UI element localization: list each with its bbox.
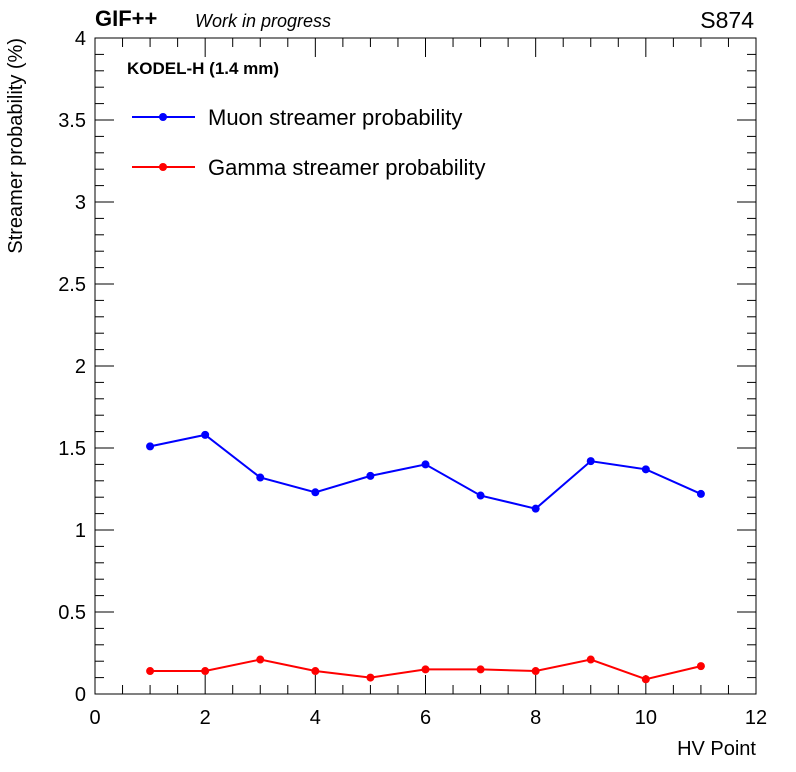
- data-point: [256, 473, 265, 482]
- data-point: [696, 489, 705, 498]
- y-tick-label: 0: [75, 684, 86, 706]
- data-point: [201, 667, 210, 676]
- data-point: [311, 488, 320, 497]
- brand-label: GIF++: [95, 6, 158, 31]
- data-point: [201, 430, 210, 439]
- y-tick-label: 4: [75, 28, 86, 50]
- y-tick-label: 3.5: [58, 110, 86, 132]
- detector-id-label: S874: [700, 7, 754, 33]
- data-point: [146, 667, 155, 676]
- legend-marker-0: [159, 113, 167, 121]
- x-tick-label: 12: [745, 707, 767, 729]
- data-point: [531, 504, 540, 513]
- data-point: [311, 667, 320, 676]
- data-point: [366, 673, 375, 682]
- series-line-0: [149, 433, 702, 510]
- data-point: [696, 662, 705, 671]
- x-tick-label: 6: [420, 707, 431, 729]
- data-point: [641, 465, 650, 474]
- x-tick-label: 4: [310, 707, 321, 729]
- y-tick-label: 3: [75, 192, 86, 214]
- x-tick-label: 0: [89, 707, 100, 729]
- legend-label-0: Muon streamer probability: [208, 105, 462, 130]
- y-tick-label: 0.5: [58, 602, 86, 624]
- data-point: [421, 460, 430, 469]
- x-tick-label: 8: [530, 707, 541, 729]
- data-point: [586, 457, 595, 466]
- data-point: [476, 665, 485, 674]
- legend: Muon streamer probability Gamma streamer …: [132, 105, 486, 180]
- data-point: [146, 442, 155, 451]
- data-point: [641, 675, 650, 684]
- data-point: [476, 491, 485, 500]
- series-group: [146, 430, 705, 684]
- data-point: [421, 665, 430, 674]
- y-tick-label: 1.5: [58, 438, 86, 460]
- y-tick-label: 1: [75, 520, 86, 542]
- y-tick-label: 2: [75, 356, 86, 378]
- legend-label-1: Gamma streamer probability: [208, 155, 486, 180]
- status-label: Work in progress: [195, 11, 332, 31]
- chart-subtitle: KODEL-H (1.4 mm): [127, 59, 280, 78]
- data-point: [531, 667, 540, 676]
- x-axis-title: HV Point: [677, 738, 756, 760]
- x-tick-label: 10: [635, 707, 657, 729]
- legend-marker-1: [159, 163, 167, 171]
- plot-frame: [94, 37, 757, 695]
- data-point: [366, 471, 375, 480]
- axes: 0 2 4 6 8 10 12 0 0.5 1 1.5 2 2.5 3 3.5 4: [58, 28, 767, 729]
- data-point: [586, 655, 595, 664]
- x-tick-label: 2: [200, 707, 211, 729]
- y-axis-title: Streamer probability (%): [5, 38, 27, 254]
- data-point: [256, 655, 265, 664]
- y-tick-label: 2.5: [58, 274, 86, 296]
